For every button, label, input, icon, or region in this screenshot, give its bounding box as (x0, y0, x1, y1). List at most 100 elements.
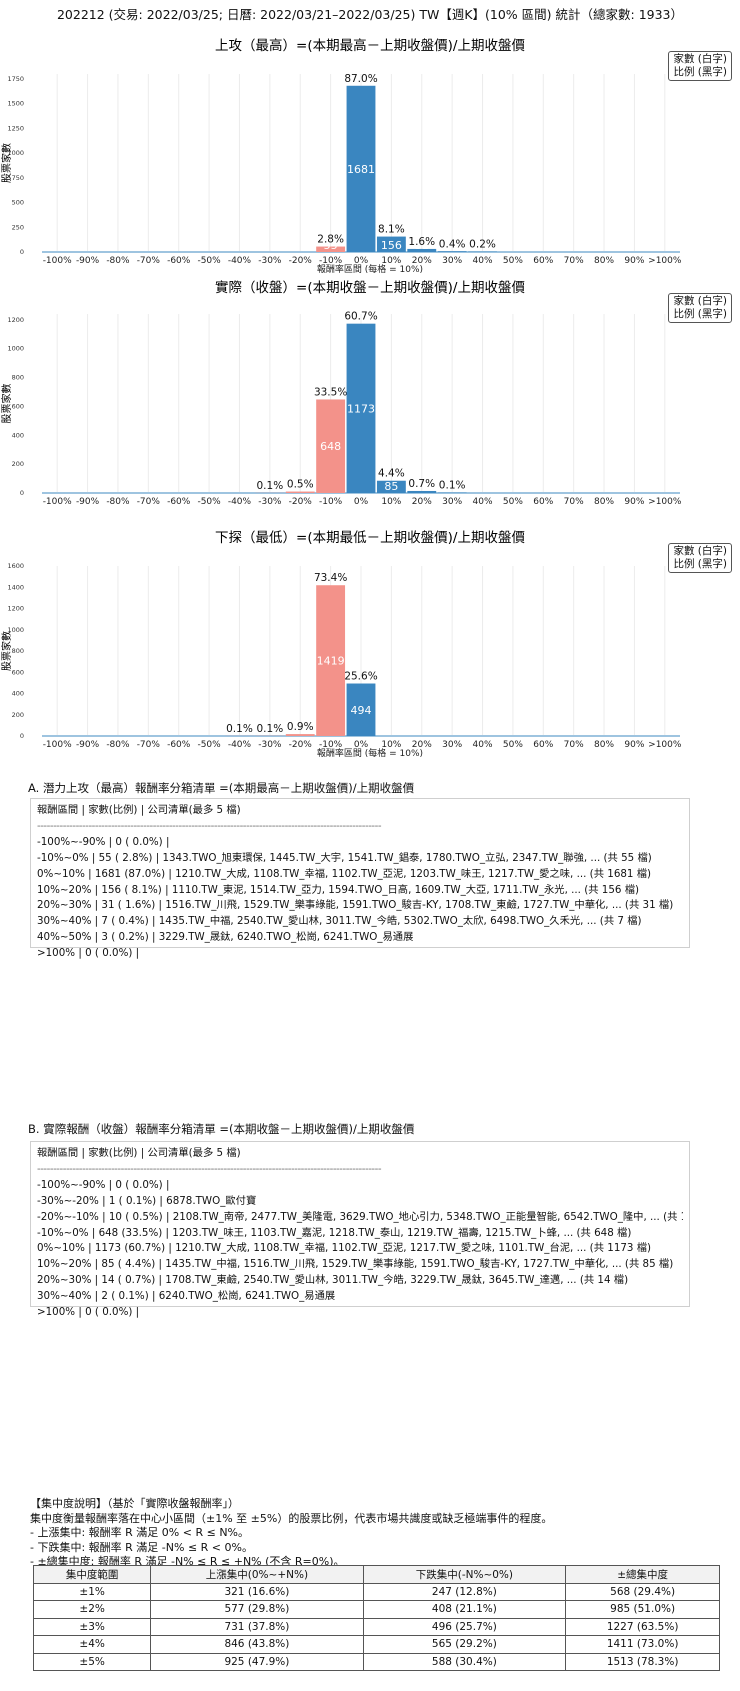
bar-count-label: 55 (324, 239, 338, 252)
column-header: 上漲集中(0%~+N%) (150, 1565, 364, 1584)
legend-ratio-label: 比例 (黑字) (673, 558, 727, 570)
bar-percent-label: 25.6% (344, 671, 377, 683)
x-tick-label: -90% (76, 497, 100, 506)
bar-percent-label: 33.5% (314, 386, 347, 398)
table-cell: ±5% (32, 1652, 152, 1671)
bar-count-label: 1681 (347, 163, 375, 176)
table-row: ±4% 846 (43.8%) 565 (29.2%) 1411 (73.0%) (32, 1635, 720, 1654)
column-header: ±總集中度 (565, 1565, 720, 1584)
y-tick-label: 400 (12, 431, 24, 439)
x-tick-label: 90% (624, 497, 644, 506)
y-tick-label: 600 (12, 402, 24, 410)
y-tick-label: 1250 (7, 124, 24, 132)
list-row: -100%~-90% | 0 ( 0.0%) | (37, 835, 170, 848)
x-tick-label: 40% (473, 497, 493, 506)
bar-percent-label: 0.1% (226, 723, 253, 735)
bar-count-label: 648 (320, 440, 341, 453)
list-separator: ----------------------------------------… (37, 1162, 382, 1175)
x-tick-label: 70% (564, 256, 584, 266)
table-cell: ±2% (32, 1600, 152, 1619)
list-separator: ----------------------------------------… (37, 819, 382, 832)
x-tick-label: -40% (228, 256, 252, 266)
y-axis-label: 股票家數 (0, 143, 13, 183)
concentration-line: - 上漲集中: 報酬率 R 滿足 0% < R ≤ N%。 (30, 1526, 249, 1539)
chart-title: 上攻（最高）=(本期最高－上期收盤價)/上期收盤價 (215, 37, 525, 54)
x-tick-label: 10% (381, 740, 401, 750)
x-tick-label: -70% (137, 740, 161, 750)
chart-title: 實際（收盤）=(本期收盤－上期收盤價)/上期收盤價 (215, 279, 525, 296)
x-tick-label: -60% (167, 740, 191, 750)
x-tick-label: 40% (473, 256, 493, 266)
chart-upside-high: 上攻（最高）=(本期最高－上期收盤價)/上期收盤價 0 250 500 750 1000 1… (0, 36, 740, 276)
chart-legend: 家數 (白字) 比例 (黑字) (668, 543, 732, 573)
section-a-list: 報酬區間 | 家數(比例) | 公司清單(最多 5 檔) -----------… (30, 798, 690, 959)
table-cell: 1411 (73.0%) (565, 1635, 720, 1654)
x-tick-label: 80% (594, 256, 614, 266)
page-title: 202212 (交易: 2022/03/25; 日曆: 2022/03/21–2… (56, 7, 684, 22)
chart-downside-low: 下探（最低）=(本期最低－上期收盤價)/上期收盤價 0 200 400 600 800 10… (0, 528, 740, 768)
bar-percent-label: 4.4% (378, 468, 405, 480)
y-tick-label: 1200 (7, 605, 24, 613)
section-b-title: B. 實際報酬（收盤）報酬率分箱清單 =(本期收盤－上期收盤價)/上期收盤價 (28, 1122, 415, 1136)
x-tick-label: -50% (197, 256, 221, 266)
x-tick-label: 60% (533, 497, 553, 506)
x-tick-label: -40% (228, 497, 252, 506)
list-row: 10%~20% | 85 ( 4.4%) | 1435.TW_中福, 1516.… (37, 1258, 674, 1271)
x-tick-label: 60% (533, 256, 553, 266)
chart-title: 下探（最低）=(本期最低－上期收盤價)/上期收盤價 (215, 530, 525, 546)
x-tick-label: -80% (106, 497, 130, 506)
bar-percent-label: 60.7% (344, 311, 377, 323)
y-tick-label: 800 (12, 374, 24, 382)
table-cell: 846 (43.8%) (150, 1635, 364, 1654)
table-cell: 1227 (63.5%) (565, 1617, 720, 1636)
section-b-list: 報酬區間 | 家數(比例) | 公司清單(最多 5 檔) -----------… (30, 1141, 690, 1318)
list-row: 10%~20% | 156 ( 8.1%) | 1110.TW_東泥, 1514… (37, 883, 640, 896)
list-row: >100% | 0 ( 0.0%) | (37, 947, 140, 960)
table-header-row: 集中度範圍 上漲集中(0%~+N%) 下跌集中(-N%~0%) ±總集中度 (32, 1565, 720, 1584)
table-cell: 496 (25.7%) (362, 1617, 567, 1636)
bar-percent-label: 0.1% (257, 723, 284, 735)
table-cell: ±4% (32, 1635, 152, 1654)
x-tick-label: 10% (381, 497, 401, 506)
concentration-line: - ±總集中度: 報酬率 R 滿足 -N% ≤ R ≤ +N% (不含 R=0%… (30, 1555, 345, 1568)
bar (316, 246, 346, 252)
x-tick-label: 0% (354, 256, 369, 266)
list-header: 報酬區間 | 家數(比例) | 公司清單(最多 5 檔) (37, 804, 241, 816)
table-cell: 588 (30.4%) (362, 1652, 567, 1671)
x-tick-label: -30% (258, 497, 282, 506)
concentration-line: 集中度衡量報酬率落在中心小區間（±1% 至 ±5%）的股票比例，代表市場共識度或… (30, 1511, 553, 1525)
bar (346, 85, 376, 252)
bar (437, 251, 467, 252)
bar-percent-label: 1.6% (408, 236, 435, 248)
x-tick-label: -100% (43, 256, 72, 266)
bar-percent-label: 0.2% (469, 239, 496, 251)
table-cell: 408 (21.1%) (362, 1600, 567, 1619)
table-cell: 1513 (78.3%) (565, 1652, 720, 1671)
bar-count-label: 31 (415, 239, 429, 252)
bar-count-label: 494 (351, 704, 372, 717)
table-cell: 577 (29.8%) (150, 1600, 364, 1619)
bar-percent-label: 0.1% (257, 480, 284, 492)
table-cell: 565 (29.2%) (362, 1635, 567, 1654)
x-tick-label: -50% (197, 740, 221, 750)
x-tick-label: -10% (319, 740, 343, 750)
bar-count-label: 85 (384, 480, 398, 493)
y-tick-label: 0 (20, 732, 24, 740)
chart-legend: 家數 (白字) 比例 (黑字) (668, 51, 732, 81)
x-tick-label: 20% (412, 256, 432, 266)
y-tick-label: 1750 (7, 75, 24, 83)
table-cell: 247 (12.8%) (362, 1582, 567, 1601)
x-tick-label: 0% (354, 740, 369, 750)
concentration-line: - 下跌集中: 報酬率 R 滿足 -N% ≤ R < 0%。 (30, 1540, 253, 1554)
x-tick-label: 90% (624, 740, 644, 750)
y-tick-label: 750 (12, 174, 24, 182)
y-tick-label: 400 (12, 690, 24, 698)
x-tick-label: >100% (648, 740, 682, 750)
y-axis-label: 股票家數 (0, 384, 13, 424)
table-row: ±1% 321 (16.6%) 247 (12.8%) 568 (29.4%) (32, 1582, 720, 1601)
x-tick-label: 50% (503, 497, 523, 506)
x-tick-label: -30% (258, 740, 282, 750)
table-cell: 568 (29.4%) (565, 1582, 720, 1601)
y-tick-label: 250 (12, 223, 24, 231)
x-tick-label: -20% (289, 497, 313, 506)
